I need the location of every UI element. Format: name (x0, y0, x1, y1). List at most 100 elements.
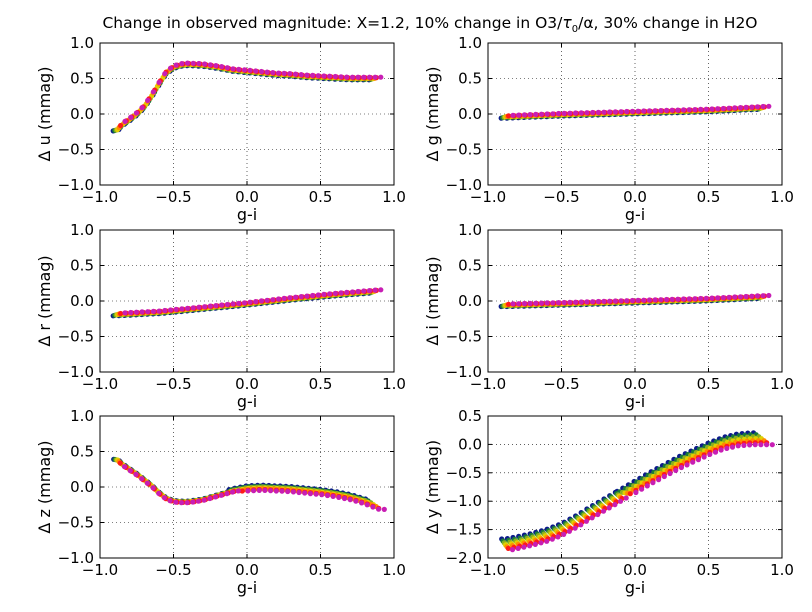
data-point (190, 499, 196, 505)
data-point (752, 442, 758, 448)
data-point (650, 480, 656, 486)
y-tick-label: −0.5 (446, 141, 482, 159)
panel-u: −1.0 −0.5 0.0 0.5 1.0 1.0 0.5 0.0 −0.5 −1.0 g-i Δ u… (35, 34, 406, 224)
data-point (678, 464, 685, 471)
panel-r: −1.0 −0.5 0.0 0.5 1.0 1.0 0.5 0.0 −0.5 −1.0 g-i Δ r… (35, 221, 406, 411)
data-point (139, 105, 145, 111)
series-6 (510, 292, 772, 307)
x-tick-label: 0.5 (697, 561, 721, 579)
y-axis-label: Δ y (mmag) (423, 440, 442, 534)
data-point (726, 105, 732, 111)
data-point (315, 292, 321, 298)
data-point (290, 489, 296, 495)
data-point (304, 72, 310, 78)
data-point (644, 483, 650, 489)
data-point (663, 107, 670, 113)
data-point (315, 73, 321, 79)
data-point (550, 111, 556, 117)
data-point (561, 531, 567, 538)
data-point (555, 534, 561, 540)
data-point (629, 297, 636, 304)
data-point (695, 457, 702, 463)
y-tick-label: 1.0 (70, 34, 94, 52)
data-point (675, 107, 681, 113)
x-tick-label: 0.0 (235, 188, 259, 206)
data-point (618, 298, 624, 304)
y-tick-label: 1.0 (458, 34, 482, 52)
data-point (381, 506, 387, 512)
data-point (292, 71, 299, 77)
data-point (747, 442, 753, 448)
data-point (279, 488, 285, 494)
data-point (118, 122, 124, 129)
data-point (273, 488, 279, 494)
data-point (324, 492, 331, 499)
data-point (359, 500, 365, 506)
data-point (527, 300, 533, 306)
data-point (133, 110, 139, 116)
data-point (741, 442, 747, 448)
x-tick-label: 1.0 (770, 375, 794, 393)
data-point (555, 110, 562, 117)
data-point (698, 106, 704, 112)
data-point (161, 495, 167, 501)
axes-frame (99, 415, 395, 559)
data-point (251, 488, 257, 494)
data-point (121, 464, 128, 470)
data-point (118, 310, 124, 317)
x-tick-label: −0.5 (155, 561, 191, 579)
data-point (506, 113, 512, 119)
y-axis-label: Δ g (mmag) (423, 67, 442, 162)
data-point (162, 71, 168, 77)
data-point (321, 73, 327, 79)
y-axis-label: Δ i (mmag) (423, 256, 442, 345)
data-point (760, 103, 766, 110)
y-tick-label: −1.5 (446, 521, 482, 539)
x-tick-label: 0.5 (697, 188, 721, 206)
data-point (156, 490, 162, 496)
data-point (583, 518, 590, 524)
data-point (601, 109, 607, 115)
data-point (680, 296, 687, 302)
x-tick-label: −1.0 (82, 188, 118, 206)
data-point (606, 505, 612, 511)
y-axis-label: Δ z (mmag) (35, 440, 54, 533)
data-point (718, 447, 724, 453)
data-point (709, 295, 715, 301)
data-point (195, 498, 201, 504)
data-point (766, 292, 772, 299)
data-point (680, 107, 687, 113)
data-point (127, 468, 133, 474)
data-point (150, 89, 156, 95)
data-point (207, 303, 213, 309)
data-point (549, 536, 555, 542)
data-point (544, 538, 550, 544)
data-point (224, 301, 230, 308)
data-point (595, 109, 601, 115)
data-point (623, 495, 629, 501)
panel-y: −1.0 −0.5 0.0 0.5 1.0 0.5 0.0 −0.5 −1.0 −1.5 −2.0 g… (423, 407, 794, 597)
y-tick-label: −1.0 (446, 492, 482, 510)
data-point (245, 488, 251, 494)
data-point (319, 492, 325, 498)
data-point (726, 294, 732, 300)
data-point (313, 491, 319, 497)
y-tick-label: −0.5 (58, 328, 94, 346)
y-tick-label: −0.5 (58, 141, 94, 159)
data-point (349, 289, 355, 295)
data-point (292, 294, 299, 300)
data-point (572, 299, 579, 305)
x-axis-label: g-i (625, 205, 645, 224)
y-tick-label: −1.0 (58, 176, 94, 194)
data-point (173, 62, 179, 68)
data-point (555, 300, 562, 306)
data-point (635, 297, 641, 303)
data-point (544, 111, 550, 117)
data-point (338, 74, 344, 80)
x-tick-label: 1.0 (382, 375, 406, 393)
data-point (617, 498, 624, 504)
data-point (139, 309, 145, 315)
data-point (715, 106, 721, 112)
data-point (150, 485, 156, 491)
data-point (703, 295, 709, 301)
